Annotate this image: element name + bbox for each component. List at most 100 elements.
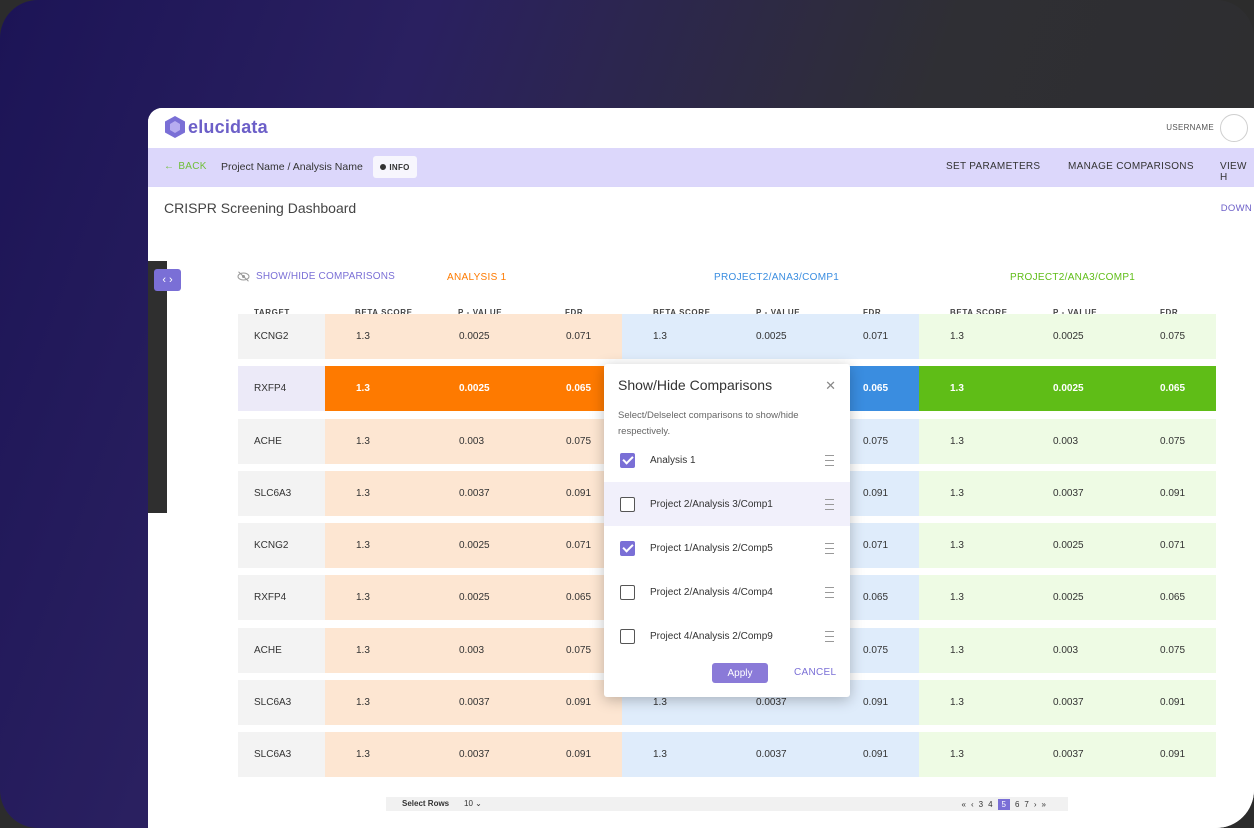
p-value-value: 0.0037: [459, 488, 490, 499]
drag-handle-icon[interactable]: [825, 498, 834, 510]
target-cell: RXFP4: [238, 366, 325, 411]
username[interactable]: USERNAME: [1166, 123, 1214, 132]
back-button[interactable]: ← BACK: [164, 161, 207, 172]
apply-button[interactable]: Apply: [712, 663, 768, 683]
column-header-fdr[interactable]: FDR: [863, 308, 882, 317]
fdr-value: 0.075: [566, 436, 592, 447]
group-g3-cells: 1.3 0.0037 0.091: [919, 471, 1216, 516]
drag-handle-icon[interactable]: [825, 542, 834, 554]
arrow-left-icon: ←: [164, 161, 175, 172]
beta-score-value: 1.3: [950, 749, 964, 760]
group-g1-cells: 1.3 0.003 0.075: [325, 419, 622, 464]
p-value-value: 0.0025: [459, 383, 490, 394]
comparison-option[interactable]: Project 4/Analysis 2/Comp9: [604, 614, 850, 658]
view-button[interactable]: VIEW H: [1220, 161, 1247, 183]
comparison-option[interactable]: Project 2/Analysis 3/Comp1: [604, 482, 850, 526]
rows-per-page-select[interactable]: 10 ⌄: [464, 799, 482, 808]
target-cell: ACHE: [238, 628, 325, 673]
beta-score-value: 1.3: [356, 645, 370, 656]
column-header-beta-score[interactable]: BETA SCORE: [950, 308, 1008, 317]
chevron-left-icon: ‹: [162, 274, 166, 286]
column-header-fdr[interactable]: FDR: [565, 308, 584, 317]
fdr-value: 0.065: [566, 592, 592, 603]
drag-handle-icon[interactable]: [825, 630, 834, 642]
fdr-value: 0.065: [863, 383, 889, 394]
sidebar-toggle-button[interactable]: ‹ ›: [154, 269, 181, 291]
close-icon[interactable]: ✕: [825, 378, 836, 393]
p-value-value: 0.0037: [459, 697, 490, 708]
fdr-value: 0.065: [566, 383, 592, 394]
column-header-p-value[interactable]: P - VALUE: [458, 308, 503, 317]
info-icon: [380, 164, 387, 170]
fdr-value: 0.075: [863, 436, 889, 447]
column-header-p-value[interactable]: P - VALUE: [756, 308, 801, 317]
beta-score-value: 1.3: [653, 697, 667, 708]
p-value-value: 0.003: [1053, 436, 1079, 447]
info-button[interactable]: INFO: [373, 156, 417, 178]
page-5-current[interactable]: 5: [997, 798, 1010, 810]
beta-score-value: 1.3: [950, 331, 964, 342]
group-g1-cells: 1.3 0.0025 0.065: [325, 366, 622, 411]
beta-score-value: 1.3: [356, 749, 370, 760]
drag-handle-icon[interactable]: [825, 586, 834, 598]
chevron-down-icon: ⌄: [475, 799, 482, 808]
dialog-description: Select/Delselect comparisons to show/hid…: [618, 410, 799, 437]
comparison-checkbox[interactable]: [620, 540, 635, 556]
beta-score-value: 1.3: [356, 540, 370, 551]
page-3[interactable]: 3: [978, 799, 984, 809]
page-6[interactable]: 6: [1014, 799, 1020, 809]
target-cell: SLC6A3: [238, 680, 325, 725]
group-g1-cells: 1.3 0.0025 0.065: [325, 575, 622, 620]
fdr-value: 0.071: [863, 540, 889, 551]
group-g3-cells: 1.3 0.0025 0.065: [919, 575, 1216, 620]
target-cell: RXFP4: [238, 575, 325, 620]
column-header-target[interactable]: TARGET: [254, 308, 290, 317]
rows-per-page-value: 10: [464, 799, 473, 808]
set-parameters-button[interactable]: SET PARAMETERS: [946, 161, 1041, 172]
cancel-button[interactable]: CANCEL: [794, 667, 837, 678]
page-4[interactable]: 4: [988, 799, 993, 809]
manage-comparisons-button[interactable]: MANAGE COMPARISONS: [1068, 161, 1194, 172]
p-value-value: 0.0037: [756, 749, 787, 760]
comparison-checkbox[interactable]: [620, 584, 635, 600]
beta-score-value: 1.3: [653, 749, 667, 760]
comparison-option[interactable]: Analysis 1: [604, 438, 850, 482]
table-row[interactable]: SLC6A3 1.3 0.0037 0.091 1.3 0.0037 0.091 1.3 0.0…: [238, 732, 1216, 777]
column-header-p-value[interactable]: P - VALUE: [1053, 308, 1098, 317]
group-g1-cells: 1.3 0.0025 0.071: [325, 314, 622, 359]
last-page-icon[interactable]: »: [1041, 799, 1046, 809]
pagination-bar: Select Rows 10 ⌄ « ‹ 3 4 5 6 7 › »: [386, 797, 1068, 811]
fdr-value: 0.091: [566, 697, 592, 708]
prev-page-icon[interactable]: ‹: [970, 799, 974, 809]
column-header-beta-score[interactable]: BETA SCORE: [653, 308, 711, 317]
comparison-checkbox[interactable]: [620, 628, 635, 644]
column-header-beta-score[interactable]: BETA SCORE: [355, 308, 413, 317]
group-g3-cells: 1.3 0.0025 0.071: [919, 523, 1216, 568]
comparison-option[interactable]: Project 2/Analysis 4/Comp4: [604, 570, 850, 614]
column-header-fdr[interactable]: FDR: [1160, 308, 1179, 317]
info-label: INFO: [389, 162, 410, 172]
beta-score-value: 1.3: [950, 436, 964, 447]
beta-score-value: 1.3: [950, 697, 964, 708]
group-g2-cells: 1.3 0.0025 0.071: [622, 314, 919, 359]
breadcrumb: Project Name / Analysis Name: [221, 161, 363, 173]
first-page-icon[interactable]: «: [961, 799, 966, 809]
page-7[interactable]: 7: [1024, 799, 1029, 809]
download-button[interactable]: DOWN: [1220, 203, 1252, 214]
p-value-value: 0.0037: [1053, 697, 1084, 708]
page-navigation: « ‹ 3 4 5 6 7 › »: [961, 797, 1046, 811]
eye-off-icon: [237, 271, 250, 282]
drag-handle-icon[interactable]: [825, 454, 834, 466]
beta-score-value: 1.3: [356, 488, 370, 499]
beta-score-value: 1.3: [950, 540, 964, 551]
table-row[interactable]: KCNG2 1.3 0.0025 0.071 1.3 0.0025 0.071 1.3 0.00…: [238, 314, 1216, 359]
comparison-option[interactable]: Project 1/Analysis 2/Comp5: [604, 526, 850, 570]
comparison-checkbox[interactable]: [620, 452, 635, 468]
comparison-checkbox[interactable]: [620, 496, 635, 512]
avatar[interactable]: [1220, 114, 1248, 142]
show-hide-comparisons-link[interactable]: SHOW/HIDE COMPARISONS: [237, 271, 395, 282]
beta-score-value: 1.3: [356, 383, 370, 394]
p-value-value: 0.003: [1053, 645, 1079, 656]
fdr-value: 0.091: [863, 697, 889, 708]
next-page-icon[interactable]: ›: [1033, 799, 1037, 809]
